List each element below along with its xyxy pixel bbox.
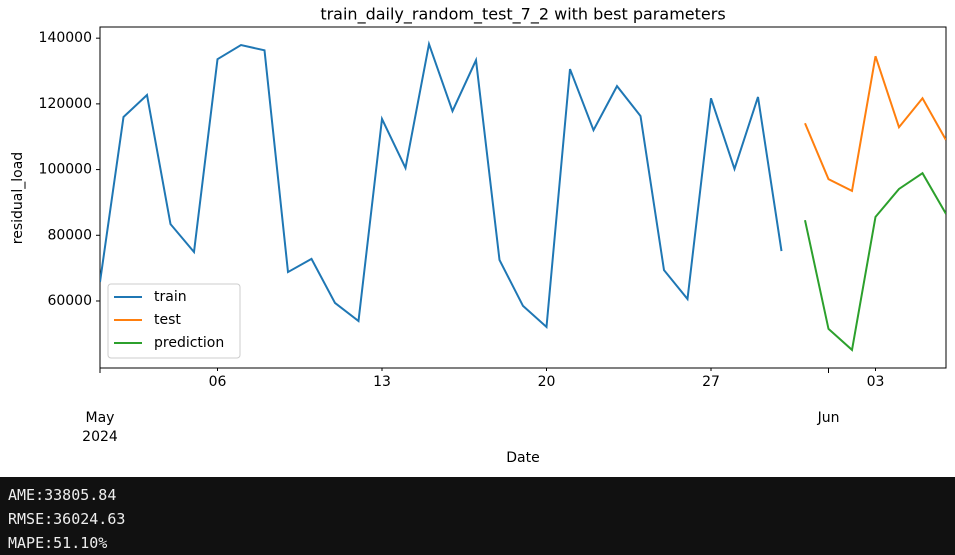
line-series bbox=[804, 55, 946, 193]
output-line: MAPE:51.10% bbox=[8, 534, 108, 552]
x-tick-sublabel: 2024 bbox=[82, 429, 118, 445]
x-tick-label: May bbox=[86, 410, 115, 426]
legend-label: test bbox=[154, 312, 181, 328]
legend-label: train bbox=[154, 289, 187, 305]
legend-box bbox=[107, 283, 241, 359]
chart: train_daily_random_test_7_2 with best pa… bbox=[10, 5, 947, 466]
y-tick-label: 80000 bbox=[47, 227, 92, 243]
output-line: AME:33805.84 bbox=[8, 486, 117, 504]
y-tick-label: 60000 bbox=[47, 293, 92, 309]
line-series bbox=[100, 40, 783, 330]
x-tick-label: 03 bbox=[867, 374, 885, 390]
y-tick-label: 140000 bbox=[39, 30, 92, 46]
x-axis-label: Date bbox=[506, 450, 539, 466]
output-panel: AME:33805.84 RMSE:36024.63 MAPE:51.10% bbox=[0, 477, 955, 555]
line-series bbox=[804, 171, 946, 352]
plot-frame bbox=[99, 26, 947, 369]
x-tick-label: 27 bbox=[702, 374, 720, 390]
y-tick-label: 100000 bbox=[39, 162, 92, 178]
x-tick-label: 20 bbox=[538, 374, 556, 390]
y-tick-label: 120000 bbox=[39, 96, 92, 112]
y-axis-label: residual_load bbox=[10, 152, 26, 244]
x-tick-label: Jun bbox=[817, 410, 840, 426]
output-line: RMSE:36024.63 bbox=[8, 510, 126, 528]
chart-title: train_daily_random_test_7_2 with best pa… bbox=[320, 5, 725, 25]
legend-label: prediction bbox=[154, 335, 224, 351]
x-tick-label: 06 bbox=[209, 374, 227, 390]
x-tick-label: 13 bbox=[373, 374, 391, 390]
